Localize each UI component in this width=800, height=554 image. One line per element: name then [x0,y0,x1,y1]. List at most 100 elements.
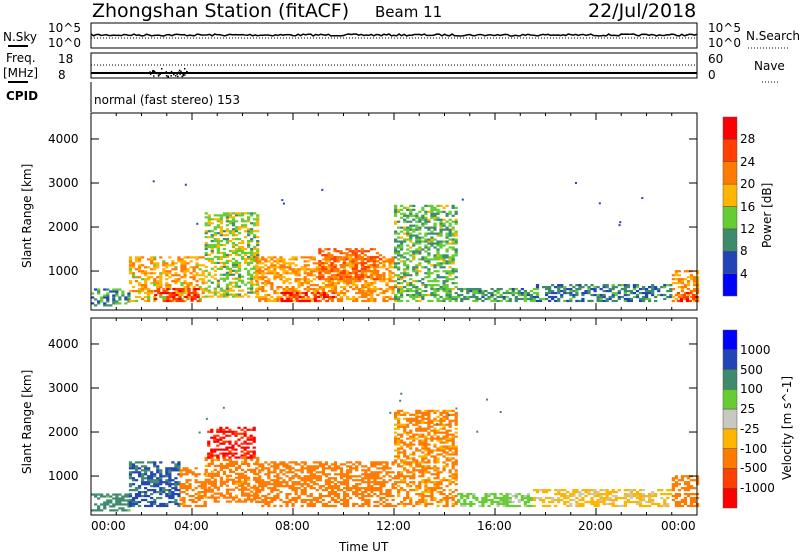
velocity-cell [333,498,338,502]
power-cell [240,295,245,298]
velocity-cell [560,498,564,502]
power-cell [309,299,313,303]
velocity-cell [153,481,157,484]
velocity-cell [397,491,401,494]
nave-point [158,74,160,76]
power-cell [261,295,265,299]
power-cell [448,272,452,275]
power-cell [442,287,446,291]
power-cell [219,218,223,221]
power-cell [400,246,404,249]
velocity-cell [385,494,389,498]
velocity-cell [451,447,455,450]
power-cell [412,234,416,237]
power-cell [505,291,509,295]
velocity-cell [400,473,404,476]
power-cell [187,291,191,295]
velocity-cell [599,496,603,500]
velocity-cell [244,492,248,495]
power-cell [256,247,260,251]
power-cell [231,281,236,284]
velocity-cell [234,468,239,471]
power-cell [442,206,446,209]
velocity-cell [370,473,374,476]
velocity-cell [632,500,637,504]
velocity-cell [400,447,404,450]
power-cell [388,295,392,299]
velocity-cell [424,487,428,490]
power-cell [433,216,437,219]
power-cell [424,250,428,253]
power-cell [207,220,211,223]
power-cell [430,280,434,283]
power-cell [363,269,367,273]
velocity-cell [505,502,509,506]
power-cell [445,280,449,283]
velocity-cell [153,491,157,494]
velocity-cell [445,441,449,444]
power-cell [315,284,319,287]
velocity-cell [364,469,368,472]
velocity-cell [216,486,220,489]
power-cell [557,286,561,289]
power-cell [660,286,664,289]
power-cell [174,291,178,295]
power-cell [439,254,443,257]
velocity-cell [247,464,251,468]
velocity-cell [303,481,307,484]
power-cell [253,275,257,278]
power-cell [297,274,301,277]
power-cell [198,286,202,289]
power-cell [385,295,389,299]
velocity-cell [427,467,431,470]
power-cell [327,264,332,267]
velocity-cell [219,426,223,429]
power-cell [418,242,422,245]
velocity-cell [128,500,133,504]
velocity-cell [445,451,449,454]
power-cell [267,293,271,297]
power-cell [403,256,407,259]
power-cell [569,291,573,295]
power-cell [112,296,116,299]
power-cell [228,271,233,274]
velocity-cell [228,460,233,464]
velocity-cell [454,463,458,466]
velocity-cell [303,489,307,492]
power-cell [276,295,280,299]
power-cell [210,291,214,294]
power-cell [255,291,259,295]
velocity-cell [415,423,419,426]
velocity-cell [418,443,422,446]
velocity-cell [197,498,201,502]
velocity-cell [412,435,416,438]
velocity-cell [397,419,401,422]
velocity-cell [228,456,232,459]
power-cell [632,295,637,299]
velocity-cell [439,439,443,442]
power-cell [267,299,271,303]
velocity-cell [424,443,428,446]
power-cell [159,276,163,279]
power-cell [442,266,446,269]
power-cell [409,278,413,281]
power-cell [339,289,344,293]
velocity-cell [376,483,380,486]
power-cell [333,248,337,251]
velocity-cell [514,494,518,498]
power-cell [163,299,167,303]
velocity-cell [367,467,371,470]
velocity-cell [418,463,422,466]
power-cell [168,270,172,273]
velocity-cell [403,449,407,452]
power-cell [433,254,437,257]
power-cell [611,284,615,287]
velocity-cell [261,479,265,482]
velocity-cell [297,487,301,490]
power-cell [216,240,220,243]
power-cell [385,282,389,285]
power-cell [623,289,627,293]
power-cell [250,222,254,225]
velocity-cell [306,494,310,498]
power-cell [225,265,230,268]
